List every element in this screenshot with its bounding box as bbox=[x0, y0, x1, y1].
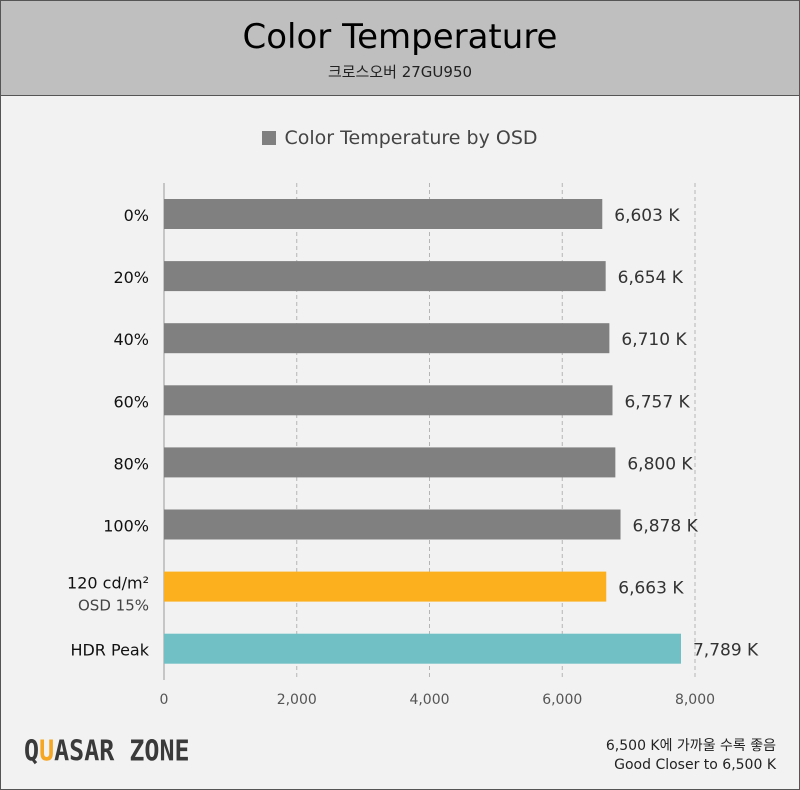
category-label: 80% bbox=[113, 454, 149, 473]
data-label: 6,710 K bbox=[621, 330, 687, 350]
data-label: 7,789 K bbox=[693, 641, 759, 661]
legend-label: Color Temperature by OSD bbox=[284, 127, 538, 149]
x-tick-label: 2,000 bbox=[277, 692, 317, 708]
footnote: 6,500 K에 가까울 수록 좋음 Good Closer to 6,500 … bbox=[606, 737, 776, 775]
data-label: 6,663 K bbox=[618, 579, 684, 599]
category-label: HDR Peak bbox=[70, 641, 149, 660]
bar bbox=[164, 385, 613, 416]
bar bbox=[164, 633, 681, 664]
x-tick-label: 8,000 bbox=[675, 692, 715, 708]
category-label: 20% bbox=[113, 268, 149, 287]
footnote-ko: 6,500 K에 가까울 수록 좋음 bbox=[605, 738, 776, 754]
category-label: 120 cd/m² bbox=[67, 574, 149, 593]
quasarzone-logo: QUASAR ZONE bbox=[24, 733, 190, 768]
data-label: 6,878 K bbox=[633, 517, 699, 537]
category-label: 60% bbox=[113, 392, 149, 411]
legend-swatch bbox=[262, 131, 277, 145]
bar bbox=[164, 571, 607, 602]
category-label: 40% bbox=[113, 330, 149, 349]
data-label: 6,603 K bbox=[614, 206, 680, 226]
category-label: 0% bbox=[124, 206, 149, 225]
data-label: 6,654 K bbox=[618, 268, 684, 288]
bar bbox=[164, 199, 603, 229]
legend: Color Temperature by OSD bbox=[0, 127, 800, 149]
x-tick-label: 6,000 bbox=[542, 692, 582, 708]
chart-title: Color Temperature bbox=[242, 17, 558, 57]
x-tick-label: 0 bbox=[160, 692, 169, 708]
chart-header: Color Temperature 크로스오버 27GU950 bbox=[1, 1, 799, 96]
category-sublabel: OSD 15% bbox=[78, 597, 149, 615]
x-tick-label: 4,000 bbox=[409, 692, 449, 708]
chart-subtitle: 크로스오버 27GU950 bbox=[327, 63, 473, 81]
bar bbox=[164, 323, 610, 354]
bar bbox=[164, 509, 621, 540]
category-label: 100% bbox=[103, 517, 149, 536]
data-label: 6,757 K bbox=[624, 392, 690, 412]
bar bbox=[164, 261, 606, 292]
footnote-en: Good Closer to 6,500 K bbox=[614, 757, 776, 773]
data-label: 6,800 K bbox=[627, 454, 693, 474]
bar bbox=[164, 447, 616, 478]
